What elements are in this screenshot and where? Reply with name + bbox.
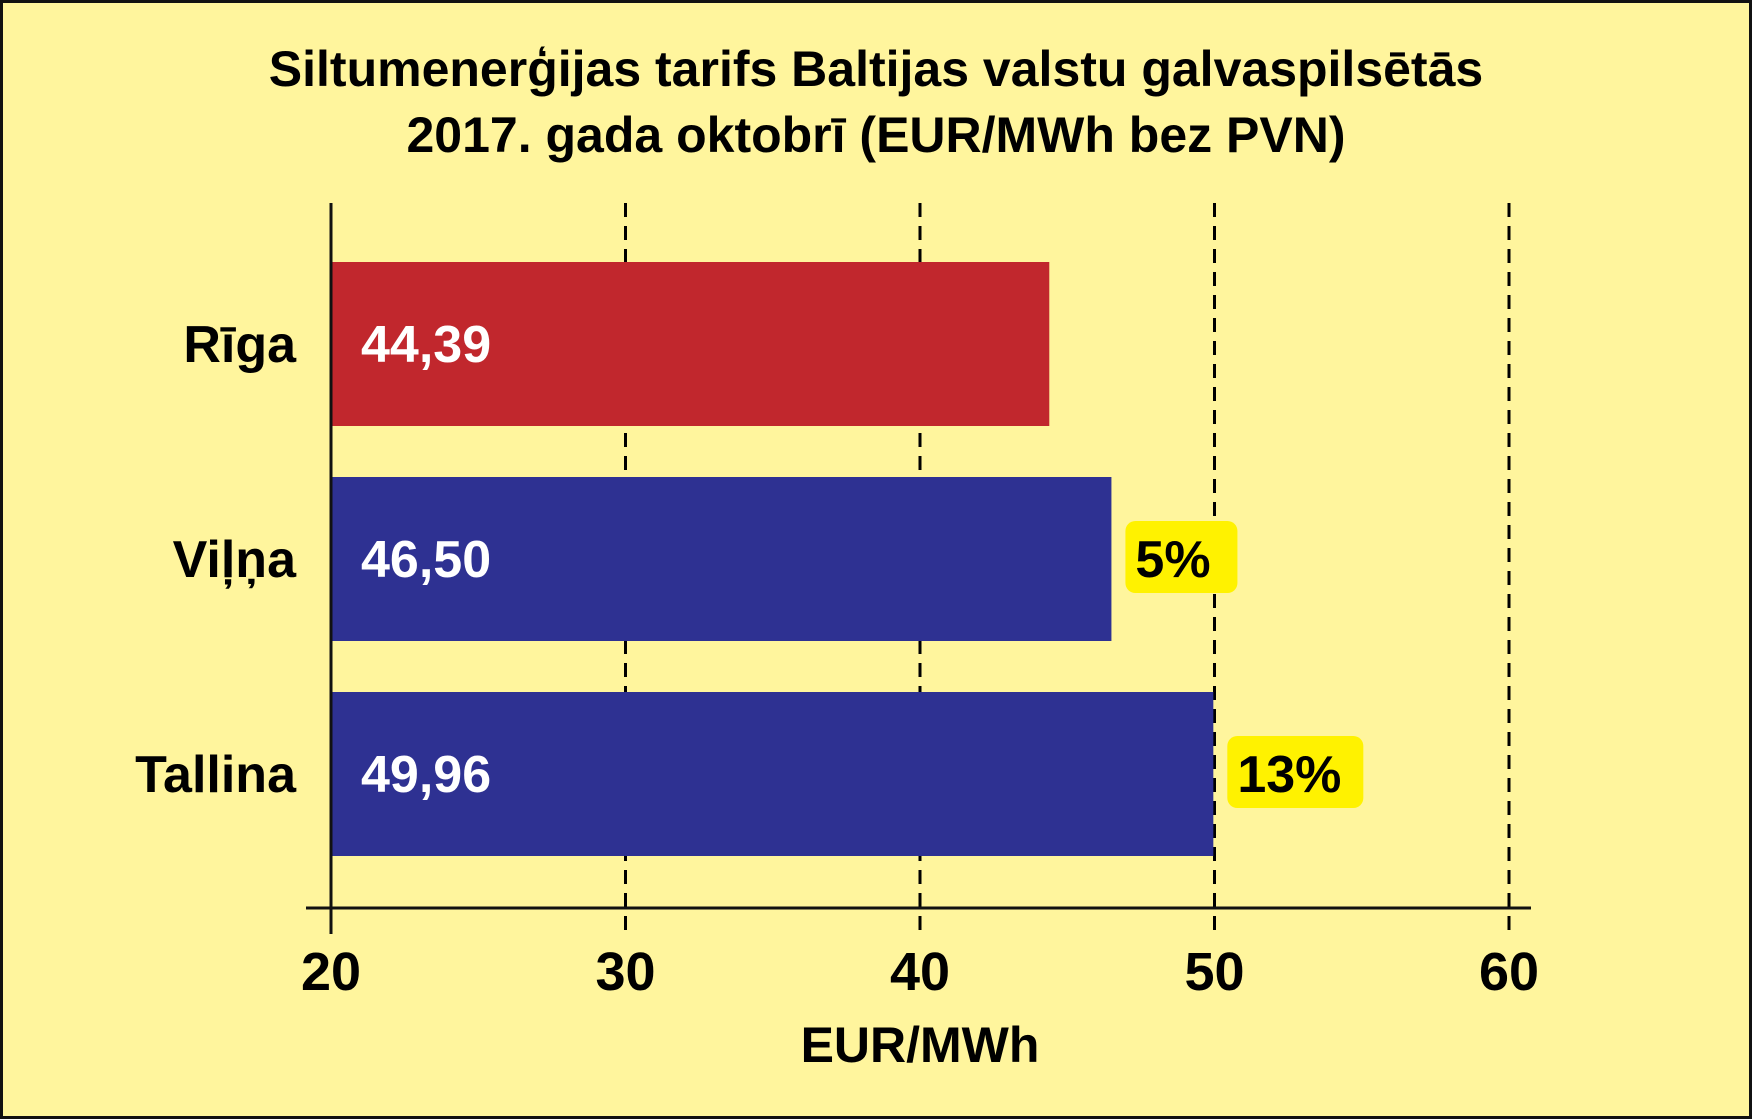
bar-value-label: 46,50 — [361, 531, 491, 589]
bar — [331, 692, 1214, 856]
difference-label: 13% — [1237, 746, 1341, 804]
chart-title-line-1: Siltumenerģijas tarifs Baltijas valstu g… — [268, 41, 1484, 97]
x-axis-label: EUR/MWh — [801, 1017, 1040, 1073]
x-tick-label: 20 — [301, 942, 361, 1002]
bars: 44,39 46,50 5% 49,96 13% — [331, 262, 1364, 856]
axes — [306, 203, 1531, 934]
category-labels: Rīga Viļņa Tallina — [135, 316, 297, 804]
bar-value-label: 44,39 — [361, 316, 491, 374]
x-tick-label: 60 — [1479, 942, 1539, 1002]
bar — [331, 477, 1112, 641]
x-tick-labels: 20 30 40 50 60 — [301, 942, 1539, 1002]
chart-title: Siltumenerģijas tarifs Baltijas valstu g… — [0, 36, 1752, 168]
difference-badge — [1227, 736, 1364, 808]
x-tick-label: 30 — [595, 942, 655, 1002]
bar — [331, 262, 1050, 426]
category-label: Tallina — [135, 746, 297, 804]
difference-label: 5% — [1135, 531, 1210, 589]
bar-value-label: 49,96 — [361, 746, 491, 804]
category-label: Viļņa — [173, 531, 297, 589]
category-label: Rīga — [183, 316, 297, 374]
chart-title-line-2: 2017. gada oktobrī (EUR/MWh bez PVN) — [406, 107, 1346, 163]
difference-badge — [1125, 521, 1238, 593]
x-tick-label: 50 — [1184, 942, 1244, 1002]
x-tick-label: 40 — [890, 942, 950, 1002]
